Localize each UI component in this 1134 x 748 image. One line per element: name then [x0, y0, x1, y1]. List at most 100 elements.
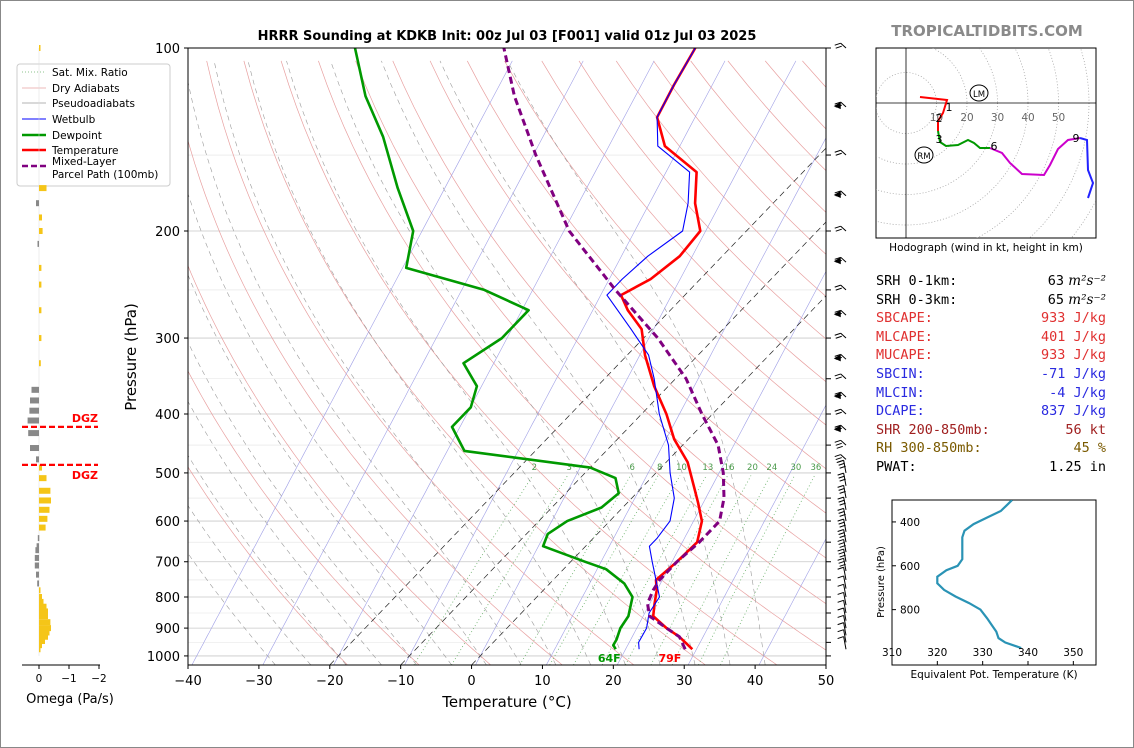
- barb-feather: [837, 575, 844, 579]
- omega-bar: [39, 281, 42, 288]
- mixing-ratio-label: 24: [766, 463, 777, 473]
- skewt-background-lines: 2 3 6 8 10 13 16 20 24 30 36: [188, 48, 826, 665]
- param-label: SRH 0-3km:: [876, 291, 958, 308]
- wind-barb: [837, 557, 847, 572]
- barb-staff: [840, 354, 847, 360]
- param-row: SBCIN: -71 J/kg: [876, 365, 1106, 384]
- storm-motion-marker: [914, 146, 934, 164]
- param-row: DCAPE: 837 J/kg: [876, 402, 1106, 421]
- barb-feather: [834, 101, 841, 105]
- barb-staff: [840, 101, 847, 108]
- omega-bar: [39, 475, 47, 482]
- barb-feather: [834, 284, 841, 288]
- y-tick-label: 100: [155, 42, 180, 57]
- hodograph-trace: [1079, 137, 1095, 199]
- omega-x-tick-label: −2: [91, 673, 106, 685]
- dgz-label: DGZ: [72, 412, 98, 425]
- omega-bar: [39, 487, 51, 494]
- pseudoadiabat: [381, 60, 696, 665]
- hodograph-panel: 10 20 30 40 50 12 3 6 9 LM RM: [875, 47, 1097, 239]
- barb-pennant: [833, 392, 841, 400]
- profile-dewpoint: [353, 48, 634, 650]
- omega-bar: [39, 264, 42, 271]
- barb-feather: [835, 312, 842, 316]
- x-tick-label: −30: [245, 674, 272, 689]
- theta-e-y-tick-label: 400: [900, 517, 920, 529]
- wind-barb: [837, 566, 847, 581]
- param-value: 837 J/kg: [1040, 403, 1106, 420]
- param-value-group: 56 kt: [1065, 421, 1106, 440]
- param-value: 56 kt: [1065, 421, 1106, 438]
- param-value-group: 401 J/kg: [1041, 328, 1106, 347]
- y-tick-label: 600: [155, 515, 180, 530]
- mixing-ratio-line: [650, 475, 752, 665]
- hodograph-clip-group: 10 20 30 40 50 12 3 6 9 LM RM: [876, 48, 1096, 238]
- x-tick-label: 30: [676, 674, 693, 689]
- mixing-ratio-label: 3: [567, 463, 572, 473]
- barb-feather: [835, 228, 842, 232]
- wetbulb-guide-line: [475, 60, 797, 665]
- hodograph-height-label: 2: [936, 112, 943, 125]
- omega-bar: [36, 456, 39, 463]
- pseudoadiabat: [213, 60, 557, 665]
- storm-motion-label: LM: [973, 90, 985, 100]
- barb-feather: [835, 45, 842, 49]
- barb-feather: [837, 538, 844, 542]
- wetbulb-guide-line: [404, 60, 726, 665]
- barb-feather: [834, 149, 841, 153]
- param-label: SRH 0-1km:: [876, 273, 958, 289]
- param-row: MLCIN: -4 J/kg: [876, 384, 1106, 403]
- param-value-group: 65 m²s⁻²: [1048, 291, 1106, 310]
- barb-feather: [837, 583, 844, 587]
- barb-feather: [839, 524, 846, 528]
- wind-barb: [837, 607, 847, 621]
- dry-adiabat: [355, 60, 826, 605]
- omega-bar: [30, 445, 39, 452]
- wind-barb: [834, 225, 847, 232]
- barb-pennant: [833, 354, 841, 362]
- param-label: SBCAPE:: [876, 310, 933, 327]
- legend-label: Mixed-Layer: [52, 156, 117, 168]
- wind-barb: [834, 149, 847, 156]
- barb-staff: [843, 629, 847, 643]
- dry-adiabat: [243, 60, 706, 665]
- wind-barb: [833, 353, 847, 362]
- y-tick-label: 1000: [147, 650, 180, 665]
- param-row: SRH 0-3km: 65 m²s⁻²: [876, 291, 1106, 310]
- y-tick-label: 900: [155, 622, 180, 637]
- pseudoadiabat: [188, 341, 417, 665]
- wind-barb: [837, 599, 847, 614]
- wind-barb: [837, 484, 847, 499]
- barb-feather: [838, 551, 845, 555]
- dry-adiabat: [466, 60, 826, 470]
- wind-barb: [837, 583, 847, 598]
- barb-staff: [843, 636, 847, 650]
- wetbulb-guide-line: [616, 270, 826, 665]
- omega-panel: DGZ DGZ 0 −1 −2: [22, 45, 107, 685]
- param-value: 933 J/kg: [1040, 310, 1106, 327]
- skewt-profiles: [353, 48, 726, 651]
- sounding-parameters: SRH 0-1km: 63 m²s⁻² SRH 0-3km: 65 m²s⁻² SBCA…: [876, 272, 1106, 477]
- barb-staff: [840, 256, 847, 263]
- omega-bar: [36, 571, 39, 578]
- wind-barb: [837, 636, 847, 650]
- wind-barb: [833, 391, 847, 400]
- barb-feather: [839, 554, 846, 558]
- wind-barb: [834, 284, 847, 291]
- barb-feather: [835, 287, 842, 291]
- wetbulb-guide-line: [262, 60, 584, 665]
- param-value: 1.25 in: [1049, 458, 1106, 475]
- barb-pennant: [833, 425, 841, 433]
- barb-feather: [837, 518, 844, 522]
- param-value-group: -71 J/kg: [1041, 365, 1106, 384]
- barb-feather: [834, 225, 841, 229]
- omega-bar: [39, 587, 41, 594]
- hodograph-trace: [937, 130, 990, 149]
- isotherm-line: [471, 295, 826, 665]
- x-tick-label: 40: [747, 674, 764, 689]
- hodograph-ring-label: 50: [1052, 112, 1065, 124]
- pseudoadiabat: [188, 80, 522, 665]
- param-value: -4 J/kg: [1049, 384, 1106, 401]
- wind-barb: [837, 591, 847, 606]
